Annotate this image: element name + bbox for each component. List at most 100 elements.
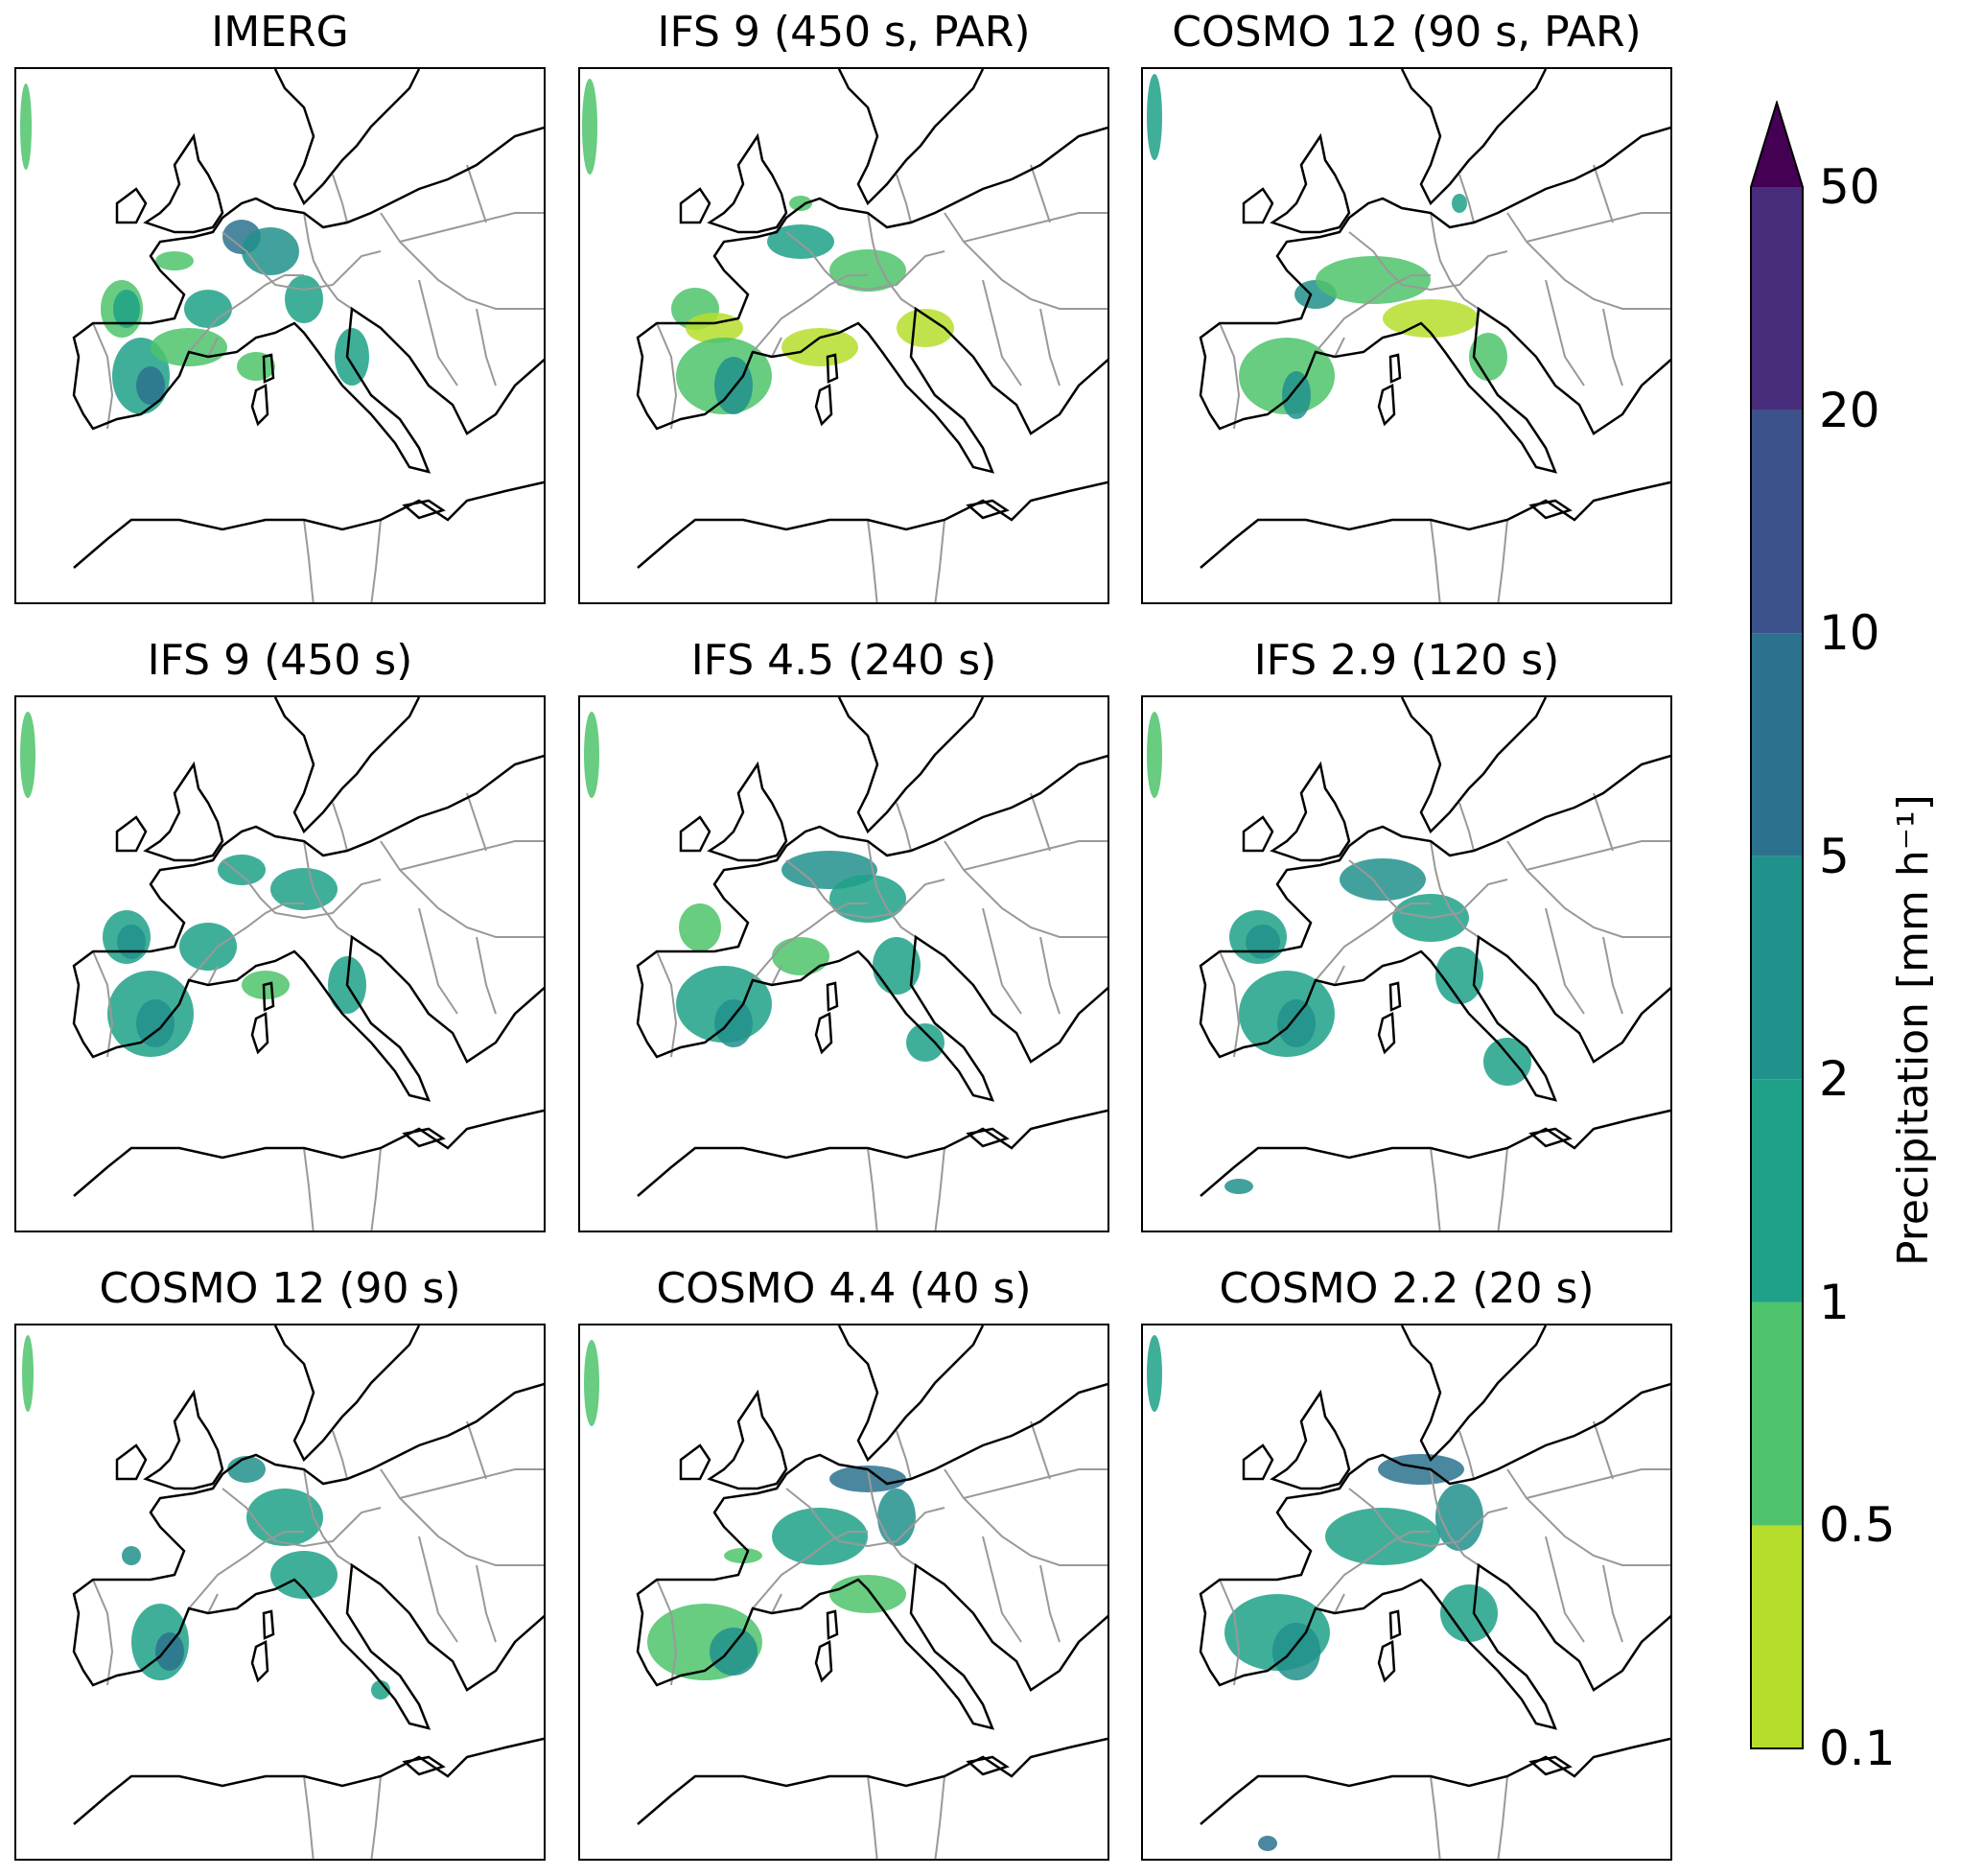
- map-frame: [578, 1324, 1109, 1861]
- precipitation-area: [113, 290, 140, 328]
- map-frame: [14, 67, 546, 604]
- colorbar-tick-label: 20: [1819, 382, 1880, 438]
- coastline: [115, 761, 224, 862]
- country-borders: [1219, 792, 1670, 1231]
- precipitation-area: [1272, 1623, 1320, 1680]
- panel-title: COSMO 4.4 (40 s): [656, 1264, 1032, 1313]
- panel-title: IFS 9 (450 s): [147, 636, 413, 685]
- precipitation-area: [767, 224, 834, 259]
- coastline: [115, 1389, 224, 1490]
- precipitation-map: [20, 697, 544, 1231]
- map-panel: COSMO 2.2 (20 s): [1141, 1264, 1672, 1861]
- precipitation-area: [829, 1575, 906, 1613]
- precipitation-map: [20, 69, 544, 602]
- colorbar-segment: [1751, 1301, 1803, 1526]
- coastline: [250, 1609, 446, 1776]
- panel-title: IFS 9 (450 s, PAR): [657, 8, 1031, 57]
- map-frame: [1141, 695, 1672, 1232]
- map-frame: [1141, 67, 1672, 604]
- coastline: [273, 697, 421, 834]
- map-panel: COSMO 12 (90 s, PAR): [1141, 8, 1672, 604]
- country-borders: [656, 1420, 1108, 1859]
- coastline: [679, 761, 788, 862]
- precipitation-area: [20, 712, 35, 798]
- colorbar: [1750, 99, 1804, 1750]
- precipitation-area: [724, 1548, 762, 1563]
- coastline: [115, 132, 224, 234]
- precipitation-area: [584, 1340, 599, 1426]
- precipitation-area: [122, 1546, 141, 1565]
- coastline: [1377, 353, 1573, 520]
- coastline: [1199, 754, 1670, 1197]
- coastline: [814, 353, 1010, 520]
- coastline: [250, 981, 446, 1148]
- map-panel: IFS 2.9 (120 s): [1141, 636, 1672, 1232]
- coastline: [273, 69, 421, 206]
- map-frame: [1141, 1324, 1672, 1861]
- colorbar-segment: [1751, 1525, 1803, 1748]
- precipitation-area: [1469, 333, 1507, 381]
- panel-title: COSMO 12 (90 s): [99, 1264, 461, 1313]
- precipitation-area: [155, 251, 194, 270]
- colorbar-segment: [1751, 1079, 1803, 1302]
- precipitation-map: [22, 1325, 544, 1859]
- precipitation-area: [1316, 256, 1431, 304]
- coastline: [1199, 126, 1670, 569]
- precipitation-map: [1147, 1325, 1670, 1859]
- precipitation-area: [1224, 1179, 1253, 1194]
- colorbar-outline: [1750, 99, 1804, 1749]
- panel-title: COSMO 12 (90 s, PAR): [1172, 8, 1642, 57]
- precipitation-area: [1246, 925, 1280, 959]
- precipitation-area: [270, 1551, 338, 1599]
- coastline: [814, 981, 1010, 1148]
- country-borders: [1219, 164, 1670, 602]
- precipitation-map: [584, 697, 1108, 1231]
- precipitation-area: [22, 1335, 34, 1412]
- precipitation-map: [1147, 69, 1670, 602]
- precipitation-area: [136, 366, 165, 405]
- precipitation-area: [679, 903, 721, 951]
- colorbar-extend-arrow: [1751, 103, 1803, 187]
- coastline: [72, 754, 544, 1197]
- precipitation-map: [582, 69, 1108, 602]
- precipitation-area: [1277, 999, 1316, 1047]
- precipitation-area: [155, 1632, 184, 1671]
- colorbar-segment: [1751, 856, 1803, 1080]
- coastline: [1400, 69, 1548, 206]
- map-frame: [578, 695, 1109, 1232]
- colorbar-tick-label: 10: [1819, 605, 1880, 662]
- precipitation-area: [227, 1456, 266, 1483]
- precipitation-area: [1282, 371, 1311, 419]
- coastline: [250, 353, 446, 520]
- map-panel: IMERG: [14, 8, 546, 604]
- precipitation-area: [151, 328, 227, 366]
- precipitation-area: [772, 937, 829, 975]
- precipitation-area: [829, 875, 906, 923]
- precipitation-area: [218, 855, 266, 885]
- coastline: [1242, 132, 1351, 234]
- map-frame: [14, 1324, 546, 1861]
- colorbar-tick-label: 2: [1819, 1051, 1850, 1108]
- precipitation-area: [906, 1023, 944, 1062]
- colorbar-tick-label: 5: [1819, 828, 1850, 884]
- map-frame: [14, 695, 546, 1232]
- map-panel: IFS 9 (450 s, PAR): [578, 8, 1109, 604]
- panel-title: COSMO 2.2 (20 s): [1219, 1264, 1595, 1313]
- precipitation-area: [20, 83, 32, 170]
- colorbar-label: Precipitation [mm h⁻¹]: [1889, 794, 1938, 1266]
- precipitation-area: [897, 309, 954, 347]
- coastline: [636, 1382, 1108, 1825]
- map-panel: COSMO 12 (90 s): [14, 1264, 546, 1861]
- precipitation-area: [371, 1680, 390, 1700]
- precipitation-area: [873, 937, 921, 995]
- precipitation-area: [242, 227, 299, 275]
- coastline: [1400, 697, 1548, 834]
- coastline: [636, 754, 1108, 1197]
- precipitation-area: [1258, 1836, 1277, 1851]
- precipitation-area: [877, 1489, 916, 1546]
- precipitation-area: [1435, 1484, 1483, 1551]
- coastline: [814, 1609, 1010, 1776]
- country-borders: [1219, 1420, 1670, 1859]
- coastline: [679, 1389, 788, 1490]
- precipitation-area: [335, 328, 369, 386]
